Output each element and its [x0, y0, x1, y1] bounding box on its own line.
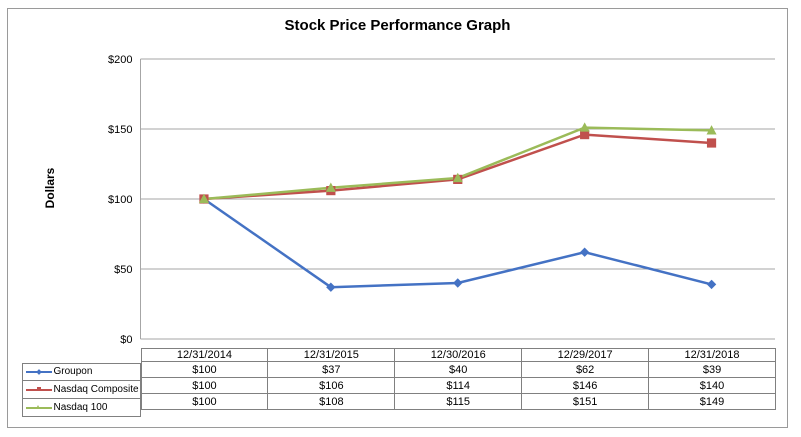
- svg-text:$50: $50: [114, 264, 132, 276]
- svg-text:$150: $150: [108, 124, 132, 136]
- svg-text:$0: $0: [120, 334, 132, 346]
- svg-text:$200: $200: [108, 54, 132, 66]
- svg-text:$100: $100: [108, 194, 132, 206]
